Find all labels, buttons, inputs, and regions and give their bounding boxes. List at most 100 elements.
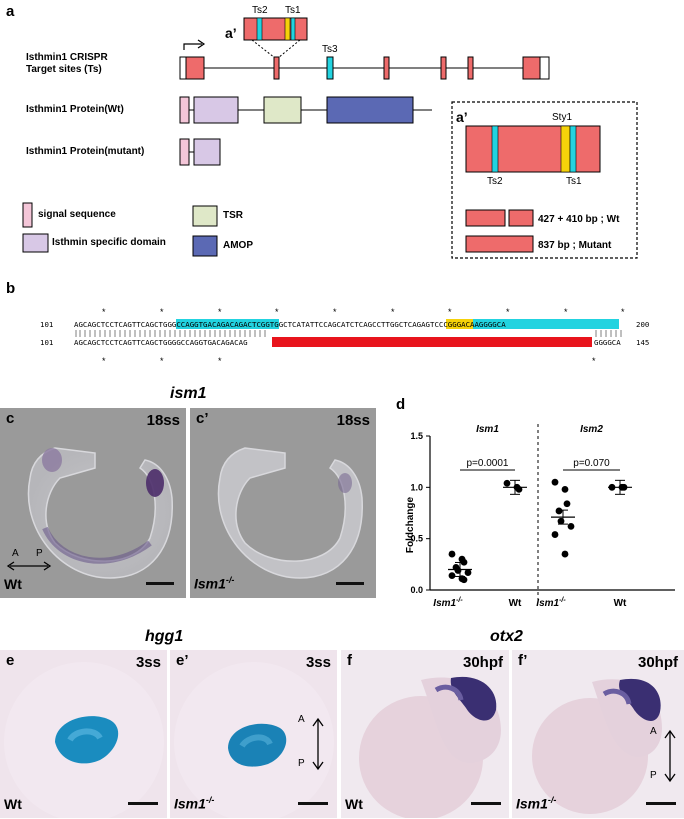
x-category-label: Ism1-/-	[536, 597, 566, 609]
inset-top-exon	[243, 17, 308, 41]
data-point	[464, 569, 472, 576]
inset-ts1-label: Ts1	[566, 176, 582, 187]
panel-e-gene: hgg1	[145, 628, 184, 645]
panel-c-prime-letter: c’	[196, 410, 209, 427]
embryo-photo-c-prime: 18ss c’ Ism1-/-	[190, 408, 376, 598]
band-mut	[465, 235, 534, 253]
c-prime-stage: 18ss	[336, 412, 370, 429]
svg-text:*: *	[218, 307, 222, 317]
svg-text:*: *	[391, 307, 395, 317]
exon-1	[185, 56, 205, 80]
inset-top-letter: a’	[225, 25, 237, 41]
panel-b-letter: b	[6, 280, 16, 297]
sty1-label: Sty1	[552, 112, 572, 123]
gene-structure-diagram: a’ Ts2 Ts1 Ts3 a’ Sty1 Ts2 Ts1 427 + 410…	[22, 5, 638, 259]
y-tick-label: 1.5	[410, 431, 423, 441]
wt-amop-domain	[326, 96, 414, 124]
mut-isthmin-domain	[193, 138, 221, 166]
inset-top-ts2-label: Ts2	[252, 5, 268, 16]
embryo-e-illustration	[4, 662, 164, 818]
f-axis-p: P	[650, 770, 657, 781]
exon-2	[273, 56, 280, 80]
panel-c-gene: ism1	[170, 385, 207, 402]
data-point	[551, 531, 559, 538]
svg-text:*: *	[102, 356, 106, 366]
f-prime-genotype: Ism1-/-	[516, 795, 557, 812]
embryo-photo-c: 18ss c Wt A P	[0, 408, 186, 598]
inset-sty1-mark	[560, 125, 571, 173]
wt-seq-start: 101	[40, 320, 54, 329]
pvalue-label: p=0.0001	[467, 458, 509, 469]
e-prime-scalebar	[298, 802, 328, 805]
e-prime-stage: 3ss	[305, 654, 331, 671]
data-point	[555, 507, 563, 515]
svg-text:*: *	[160, 307, 164, 317]
group-title: Ism2	[580, 424, 603, 435]
embryo-f-illustration	[359, 676, 501, 818]
ap-axis-arrow-icon	[6, 561, 52, 571]
legend-tsr-label: TSR	[223, 210, 243, 221]
inset-box	[451, 101, 638, 259]
c-stage: 18ss	[146, 412, 180, 429]
legend-amop-swatch	[192, 235, 218, 257]
data-point	[563, 500, 571, 508]
band-wt-label: 427 + 410 bp ; Wt	[538, 214, 620, 225]
protein-mut-label: Isthmin1 Protein(mutant)	[26, 146, 145, 157]
deletion-bar	[272, 337, 592, 347]
panel-f-letter: f	[347, 652, 352, 669]
wt-seq-end: 200	[636, 320, 650, 329]
ts3-label: Ts3	[322, 44, 338, 55]
data-point	[503, 479, 511, 487]
embryo-photo-f: 30hpf f Wt	[341, 650, 509, 818]
data-point	[448, 550, 456, 558]
inset-top-ts2-mark	[256, 17, 263, 41]
embryo-f-prime-illustration	[532, 678, 662, 814]
panel-e-prime-letter: e’	[176, 652, 189, 669]
mut-seq-end: 145	[636, 338, 650, 347]
embryo-photo-e: 3ss e Wt	[0, 650, 167, 818]
exon-4	[383, 56, 390, 80]
embryo-e-prime-illustration	[174, 662, 334, 818]
panel-a-letter: a	[6, 3, 15, 20]
wt-signal-domain	[179, 96, 190, 124]
e-genotype: Wt	[4, 796, 22, 812]
inset-top-ts1-mark	[290, 17, 296, 41]
inset-top-sty1-mark	[284, 17, 291, 41]
data-point	[551, 478, 559, 486]
wt-tsr-domain	[263, 96, 302, 124]
data-point	[448, 572, 456, 580]
y-tick-label: 1.0	[410, 482, 423, 492]
panel-e-letter: e	[6, 652, 15, 669]
mut-seq-start: 101	[40, 338, 54, 347]
band-wt-left	[465, 209, 506, 227]
c-prime-genotype: Ism1-/-	[194, 575, 235, 592]
x-category-label: Ism1-/-	[433, 597, 463, 609]
e-scalebar	[128, 802, 158, 805]
data-point	[567, 522, 575, 530]
svg-text:*: *	[218, 356, 222, 366]
data-point	[561, 485, 569, 493]
embryo-photo-e-prime: 3ss e’ Ism1-/- A P	[170, 650, 337, 818]
wt-sequence: AGCAGCTCCTCAGTTCAGCTGGGCCAGGTGACAGACAGAC…	[74, 320, 506, 329]
mut-sequence-right: GGGGCA	[594, 338, 621, 347]
svg-text:*: *	[102, 307, 106, 317]
legend-amop-label: AMOP	[223, 240, 253, 251]
y-tick-label: 0.5	[410, 534, 423, 544]
e-axis-p: P	[298, 758, 305, 769]
legend-tsr-swatch	[192, 205, 218, 227]
wt-isthmin-domain	[193, 96, 239, 124]
panel-f-prime-letter: f’	[518, 652, 528, 669]
svg-text:*: *	[275, 307, 279, 317]
mut-sequence-left: AGCAGCTCCTCAGTTCAGCTGGGGCCAGGTGACAGACAG	[74, 338, 248, 347]
exon-6	[467, 56, 474, 80]
protein-wt-label: Isthmin1 Protein(Wt)	[26, 104, 124, 115]
inset-box-letter: a’	[456, 109, 468, 125]
c-genotype: Wt	[4, 576, 22, 592]
c-axis-a: A	[12, 548, 19, 559]
x-category-label: Wt	[614, 598, 627, 609]
inset-ts1-mark	[569, 125, 577, 173]
band-mut-label: 837 bp ; Mutant	[538, 240, 612, 251]
inset-exon	[465, 125, 601, 173]
pvalue-label: p=0.070	[573, 458, 610, 469]
foldchange-chart: Foldchange 0.0 0.5 1.0 1.5 Ism1 p=0.0001 Ism1…	[405, 424, 675, 609]
